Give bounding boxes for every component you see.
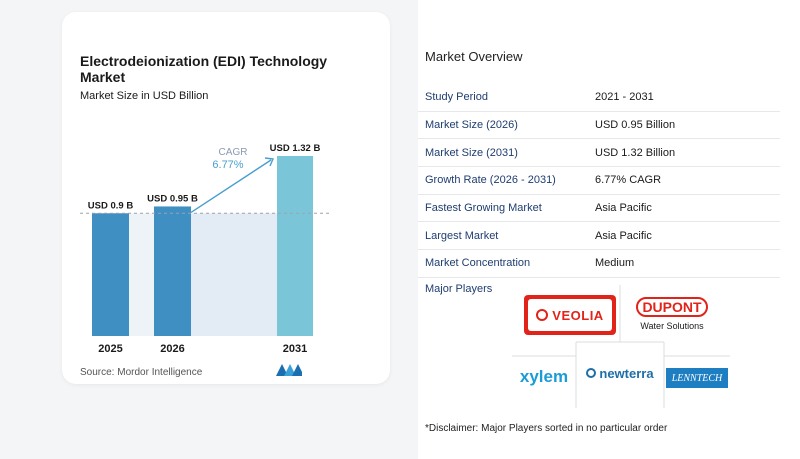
- overview-row: Largest Market Asia Pacific: [418, 222, 780, 251]
- overview-panel: [418, 0, 800, 459]
- cagr-value: 6.77%: [212, 159, 243, 171]
- overview-row: Market Concentration Medium: [418, 250, 780, 278]
- overview-row: Growth Rate (2026 - 2031) 6.77% CAGR: [418, 167, 780, 195]
- veolia-icon: [536, 309, 549, 321]
- overview-value: USD 0.95 Billion: [595, 119, 676, 132]
- overview-label: Study Period: [425, 91, 488, 104]
- cagr-arrow-head-icon: [264, 157, 275, 167]
- growth-shade: [191, 213, 277, 336]
- overview-row: Study Period 2021 - 2031: [418, 84, 780, 112]
- chart-subtitle: Market Size in USD Billion: [80, 90, 209, 102]
- overview-label: Market Size (2031): [425, 146, 518, 159]
- overview-value: 2021 - 2031: [595, 91, 654, 104]
- overview-table: Study Period 2021 - 2031 Market Size (20…: [418, 84, 780, 278]
- dupont-logo-subtext: Water Solutions: [640, 321, 704, 331]
- overview-label: Fastest Growing Market: [425, 202, 542, 215]
- overview-value: USD 1.32 Billion: [595, 146, 676, 159]
- overview-label: Market Concentration: [425, 257, 531, 270]
- tick-label-2025: 2025: [98, 343, 122, 355]
- overview-row: Market Size (2026) USD 0.95 Billion: [418, 112, 780, 140]
- cagr-label: CAGR: [219, 147, 248, 158]
- veolia-logo: VEOLIA: [524, 295, 616, 335]
- newterra-logo: newterra: [580, 362, 660, 384]
- xylem-logo-text: xylem: [519, 367, 569, 386]
- major-players-title: Major Players: [425, 283, 493, 295]
- veolia-logo-text: VEOLIA: [552, 307, 604, 323]
- tick-label-2031: 2031: [283, 343, 307, 355]
- mordor-logo-icon: [276, 364, 302, 376]
- overview-label: Largest Market: [425, 229, 499, 242]
- data-label-2031: USD 1.32 B: [270, 143, 321, 154]
- cagr-arrow: [190, 159, 272, 214]
- dupont-logo-text: DUPONT: [636, 297, 708, 317]
- overview-row: Market Size (2031) USD 1.32 Billion: [418, 139, 780, 168]
- overview-label: Market Size (2026): [425, 119, 518, 132]
- tick-label-2026: 2026: [160, 343, 184, 355]
- lenntech-logo-text: LENNTECH: [671, 372, 723, 384]
- overview-value: Asia Pacific: [595, 229, 652, 242]
- overview-value: Asia Pacific: [595, 202, 652, 215]
- overview-row: Fastest Growing Market Asia Pacific: [418, 195, 780, 223]
- gap-shade: [129, 213, 154, 336]
- newterra-icon: [586, 368, 597, 378]
- data-label-2025: USD 0.9 B: [88, 200, 134, 211]
- overview-value: 6.77% CAGR: [595, 174, 662, 187]
- disclaimer: *Disclaimer: Major Players sorted in no …: [425, 423, 668, 434]
- overview-title: Market Overview: [425, 49, 523, 64]
- data-label-2026: USD 0.95 B: [147, 193, 198, 204]
- overview-value: Medium: [595, 257, 635, 270]
- bar-2026: [154, 206, 191, 336]
- source-note: Source: Mordor Intelligence: [80, 367, 203, 378]
- dupont-logo: DUPONT Water Solutions: [626, 292, 718, 336]
- chart-title: Electrodeionization (EDI) Technology Mar…: [80, 53, 328, 85]
- bar-2031: [277, 156, 313, 336]
- newterra-logo-text: newterra: [599, 365, 654, 381]
- lenntech-logo: LENNTECH: [666, 368, 728, 388]
- xylem-logo: xylem: [514, 364, 574, 390]
- bar-chart: USD 0.9 B 2025 USD 0.95 B 2026 USD 1.32 B 203…: [80, 143, 330, 355]
- bar-2025: [92, 213, 129, 336]
- overview-label: Growth Rate (2026 - 2031): [425, 174, 556, 187]
